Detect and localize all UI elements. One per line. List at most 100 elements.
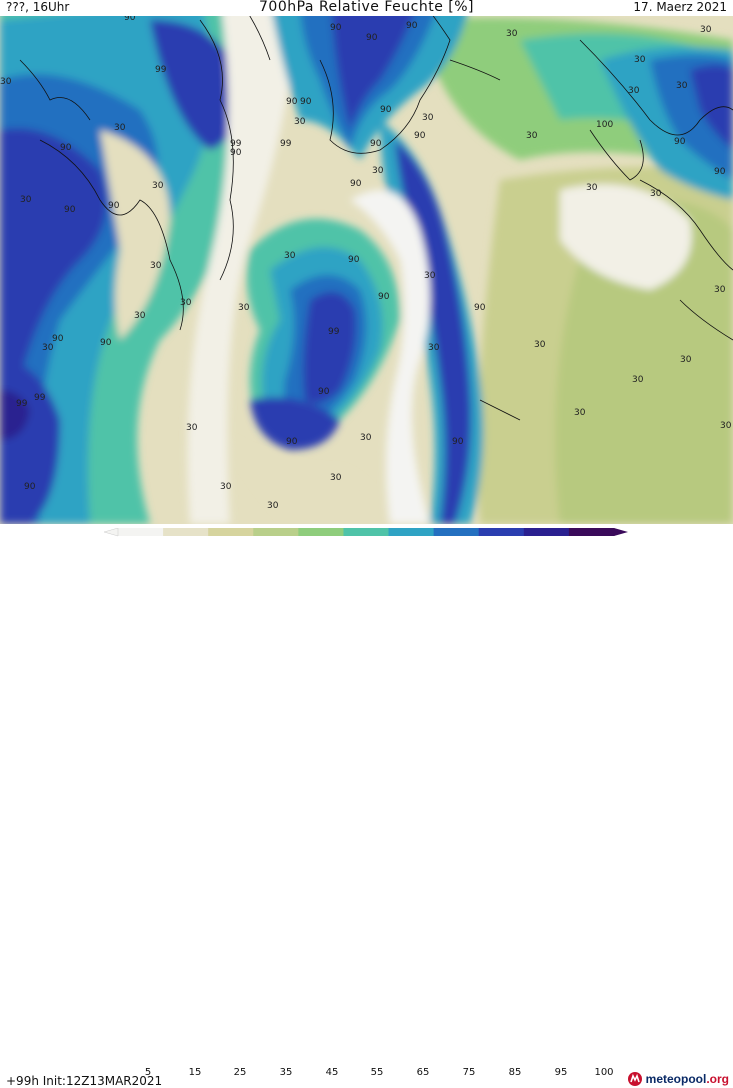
- legend-swatch: [298, 528, 344, 536]
- contour-label-99: 99: [328, 327, 340, 337]
- contour-label-90: 90: [366, 33, 378, 43]
- contour-label-30: 30: [534, 340, 546, 350]
- contour-label-90: 90: [452, 437, 464, 447]
- contour-label-90: 90: [60, 143, 72, 153]
- contour-label-90: 90: [318, 387, 330, 397]
- contour-label-90: 90: [124, 13, 136, 23]
- contour-label-30: 30: [180, 298, 192, 308]
- legend-swatch: [163, 528, 209, 536]
- model-run-info: +99h Init:12Z13MAR2021: [6, 1074, 163, 1088]
- contour-label-90: 90: [348, 255, 360, 265]
- legend-tick-label: 15: [188, 1067, 202, 1078]
- contour-label-90: 90: [52, 334, 64, 344]
- contour-label-30: 30: [20, 195, 32, 205]
- humidity-map: 90 99 99 90 90 90 90 30 30 30 30 30 30 9…: [0, 0, 733, 524]
- contour-label-30: 30: [186, 423, 198, 433]
- title-bar: ???, 16Uhr 700hPa Relative Feuchte [%] 1…: [0, 0, 733, 16]
- legend-swatch: [118, 528, 164, 536]
- contour-label-99: 99: [34, 393, 46, 403]
- contour-label-30: 30: [330, 473, 342, 483]
- contour-labels: 90 99 99 90 90 90 90 30 30 30 30 30 30 9…: [0, 13, 732, 511]
- contour-label-30: 30: [294, 117, 306, 127]
- contour-label-99: 99: [16, 399, 28, 409]
- contour-label-30: 30: [700, 25, 712, 35]
- legend-swatch: [568, 528, 615, 536]
- contour-label-30: 30: [424, 271, 436, 281]
- contour-label-90: 90: [230, 148, 242, 158]
- contour-label-30: 30: [650, 189, 662, 199]
- contour-label-90: 90: [378, 292, 390, 302]
- legend-swatch: [433, 528, 480, 536]
- contour-label-30: 30: [42, 343, 54, 353]
- legend-tick-label: 35: [279, 1067, 293, 1078]
- contour-label-90: 90: [674, 137, 686, 147]
- contour-label-99: 99: [155, 65, 167, 75]
- contour-label-90: 90: [24, 482, 36, 492]
- contour-label-90: 90: [406, 21, 418, 31]
- legend-swatch: [253, 528, 299, 536]
- brand-name-main: meteopool: [645, 1072, 707, 1086]
- contour-label-30: 30: [0, 77, 12, 87]
- contour-label-99: 99: [230, 139, 242, 149]
- brand-name: meteopool.org: [646, 1072, 729, 1086]
- legend-swatch: [388, 528, 435, 536]
- contour-label-30: 30: [150, 261, 162, 271]
- forecast-date: 17. Maerz 2021: [633, 0, 727, 14]
- contour-label-30: 30: [676, 81, 688, 91]
- contour-label-30: 30: [634, 55, 646, 65]
- contour-label-30: 30: [372, 166, 384, 176]
- contour-label-90: 90: [108, 201, 120, 211]
- contour-label-30: 30: [526, 131, 538, 141]
- legend-swatch: [523, 528, 570, 536]
- legend-tick-label: 95: [554, 1067, 568, 1078]
- color-bar: [103, 528, 628, 537]
- legend-tick-label: 75: [462, 1067, 476, 1078]
- forecast-day-label: ???, 16Uhr: [6, 0, 70, 14]
- contour-label-99: 99: [280, 139, 292, 149]
- contour-label-90: 90: [350, 179, 362, 189]
- contour-label-30: 30: [586, 183, 598, 193]
- legend-swatch: [343, 528, 390, 536]
- contour-label-30: 30: [628, 86, 640, 96]
- contour-label-30: 30: [114, 123, 126, 133]
- contour-label-30: 30: [360, 433, 372, 443]
- contour-label-30: 30: [574, 408, 586, 418]
- contour-label-90: 90: [474, 303, 486, 313]
- contour-label-30: 30: [267, 501, 279, 511]
- contour-label-30: 30: [720, 421, 732, 431]
- legend-tick-label: 25: [233, 1067, 247, 1078]
- contour-label-90: 90: [286, 97, 298, 107]
- contour-label-30: 30: [680, 355, 692, 365]
- contour-label-30: 30: [284, 251, 296, 261]
- brand[interactable]: meteopool.org: [627, 1070, 729, 1088]
- contour-label-30: 30: [714, 285, 726, 295]
- legend-arrow-right: [614, 528, 628, 536]
- legend-swatch: [208, 528, 254, 536]
- legend-tick-label: 65: [416, 1067, 430, 1078]
- meteopool-logo-icon: [627, 1072, 642, 1086]
- contour-label-90: 90: [380, 105, 392, 115]
- legend-tick-label: 55: [370, 1067, 384, 1078]
- contour-label-90: 90: [64, 205, 76, 215]
- chart-title: 700hPa Relative Feuchte [%]: [259, 0, 474, 15]
- contour-label-30: 30: [632, 375, 644, 385]
- humidity-fields: [0, 0, 733, 524]
- legend-swatch: [478, 528, 525, 536]
- contour-label-30: 30: [422, 113, 434, 123]
- legend-tick-label: 45: [325, 1067, 339, 1078]
- contour-label-90: 90: [370, 139, 382, 149]
- contour-label-30: 30: [220, 482, 232, 492]
- contour-label-30: 30: [506, 29, 518, 39]
- legend-arrow-left: [103, 528, 119, 537]
- contour-label-30: 30: [134, 311, 146, 321]
- legend-tick-label: 100: [594, 1067, 614, 1078]
- legend: 5 15 25 35 45 55 65 75 85 95 100 +99h Init:12Z13MA…: [0, 524, 733, 1088]
- contour-label-90: 90: [414, 131, 426, 141]
- contour-label-30: 30: [152, 181, 164, 191]
- contour-label-30: 30: [428, 343, 440, 353]
- contour-label-100: 100: [596, 120, 613, 130]
- brand-suffix: .org: [706, 1072, 729, 1086]
- legend-tick-label: 85: [508, 1067, 522, 1078]
- contour-label-90: 90: [330, 23, 342, 33]
